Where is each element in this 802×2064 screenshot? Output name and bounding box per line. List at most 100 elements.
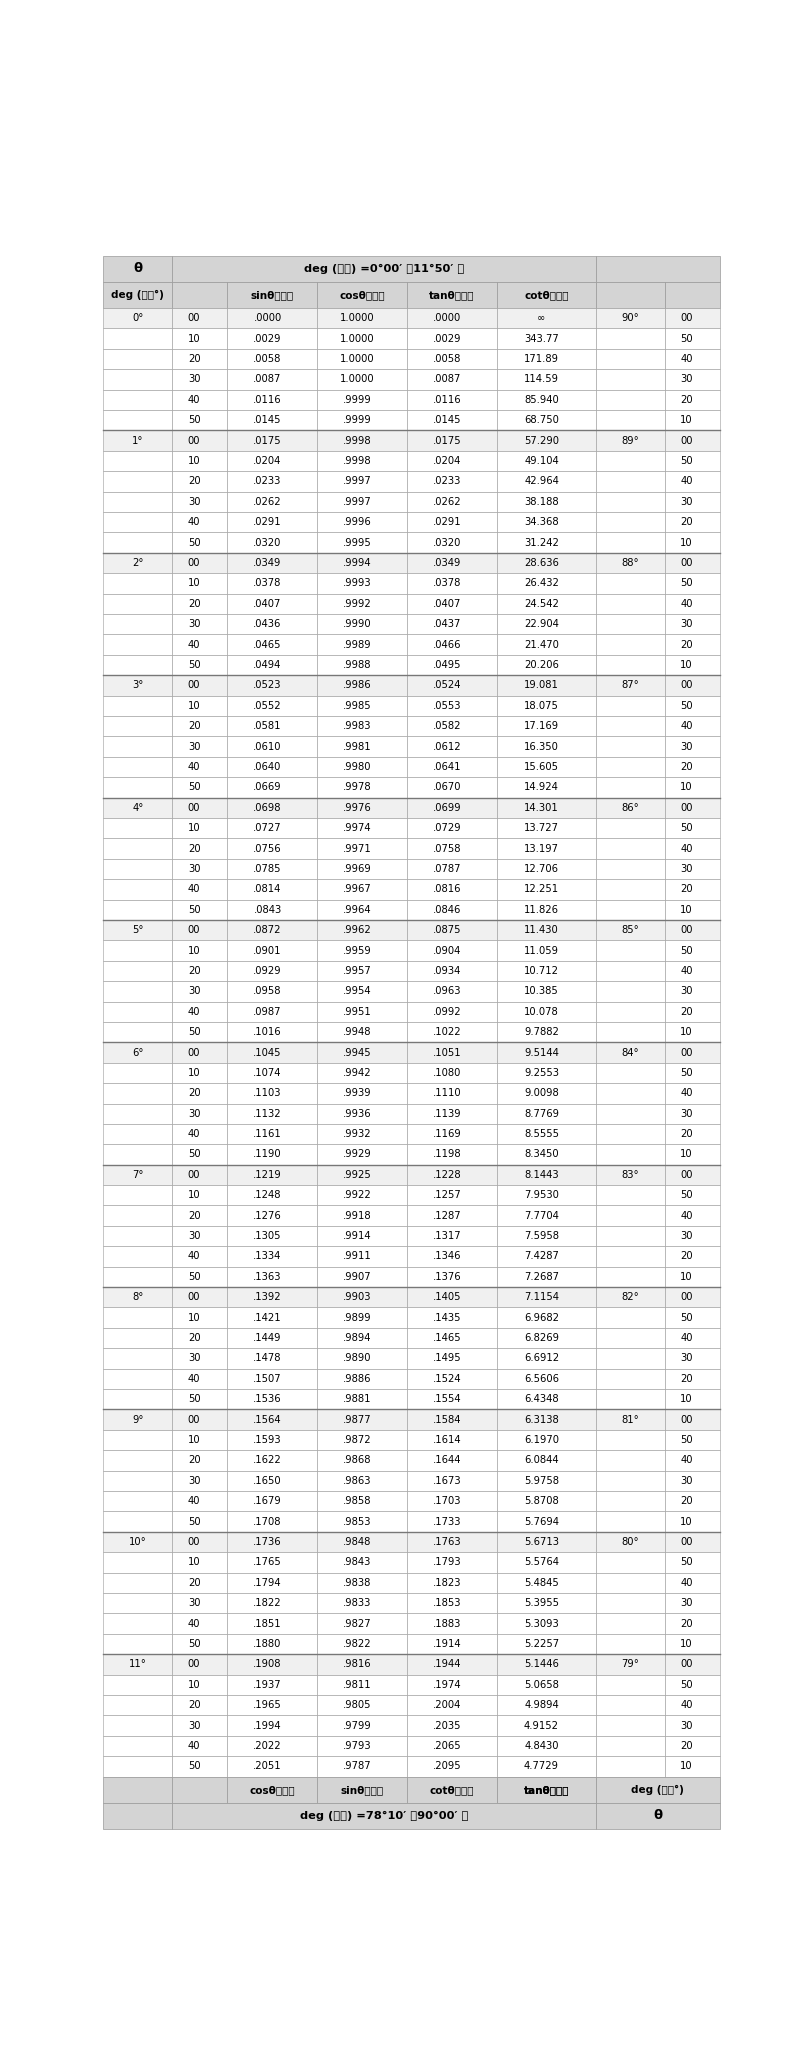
Text: .9997: .9997 [342, 477, 371, 487]
Text: 12.706: 12.706 [524, 865, 558, 873]
Text: .1965: .1965 [253, 1701, 282, 1711]
Bar [172, 817, 227, 838]
Bar [227, 450, 317, 471]
Bar [227, 390, 317, 411]
Bar [227, 941, 317, 960]
Text: 30: 30 [188, 1230, 200, 1240]
Text: .1363: .1363 [253, 1271, 282, 1282]
Text: .9957: .9957 [342, 966, 371, 976]
Text: .1593: .1593 [253, 1434, 282, 1445]
Bar [496, 1715, 595, 1736]
Bar [664, 838, 719, 859]
Bar [496, 369, 595, 390]
Text: .0262: .0262 [253, 497, 282, 508]
Bar [595, 1063, 664, 1084]
Text: .1161: .1161 [253, 1129, 282, 1139]
Text: 6.3138: 6.3138 [524, 1414, 558, 1424]
Bar [407, 411, 496, 431]
Text: .1103: .1103 [253, 1088, 282, 1098]
Text: 7.1154: 7.1154 [524, 1292, 558, 1302]
Bar [227, 491, 317, 512]
Bar [595, 369, 664, 390]
Bar [103, 1164, 172, 1185]
Bar [664, 471, 719, 491]
Text: .1708: .1708 [253, 1517, 282, 1527]
Bar [595, 1736, 664, 1756]
Text: 40: 40 [679, 477, 692, 487]
Bar [227, 1451, 317, 1472]
Bar [496, 696, 595, 716]
Bar [172, 613, 227, 634]
Bar [664, 512, 719, 533]
Bar [227, 1573, 317, 1593]
Bar [103, 1653, 172, 1674]
Text: .0378: .0378 [253, 578, 282, 588]
Bar [407, 1164, 496, 1185]
Text: .0378: .0378 [433, 578, 461, 588]
Text: .0466: .0466 [432, 640, 461, 650]
Text: .0407: .0407 [253, 599, 282, 609]
Text: .1507: .1507 [253, 1375, 282, 1383]
Bar [103, 737, 172, 757]
Text: .1554: .1554 [432, 1395, 461, 1404]
Text: 30: 30 [679, 374, 692, 384]
Text: .0785: .0785 [253, 865, 282, 873]
Text: 50: 50 [679, 578, 692, 588]
Bar [496, 1635, 595, 1653]
Text: .1564: .1564 [253, 1414, 282, 1424]
Text: 20: 20 [679, 762, 692, 772]
Bar [227, 533, 317, 553]
Bar [595, 1451, 664, 1472]
Text: .0729: .0729 [432, 824, 461, 834]
Bar [172, 1205, 227, 1226]
Text: 87°: 87° [621, 681, 638, 689]
Bar [172, 1327, 227, 1348]
Bar [407, 1736, 496, 1756]
Text: 00: 00 [188, 1414, 200, 1424]
Text: .9967: .9967 [342, 883, 371, 894]
Bar [664, 1063, 719, 1084]
Text: .1139: .1139 [432, 1108, 461, 1119]
Bar [172, 1802, 595, 1829]
Bar [172, 1715, 227, 1736]
Bar [227, 1327, 317, 1348]
Text: 50: 50 [679, 1191, 692, 1201]
Text: 30: 30 [679, 619, 692, 630]
Bar [172, 491, 227, 512]
Text: 50: 50 [188, 1271, 200, 1282]
Text: tanθ的真値: tanθ的真値 [523, 1785, 569, 1796]
Text: .0904: .0904 [433, 945, 461, 956]
Text: .1449: .1449 [253, 1333, 282, 1344]
Text: .1703: .1703 [432, 1496, 461, 1507]
Bar [664, 654, 719, 675]
Bar [317, 778, 407, 797]
Bar [664, 1185, 719, 1205]
Bar [227, 1715, 317, 1736]
Text: 10: 10 [188, 334, 200, 345]
Bar [407, 675, 496, 696]
Bar [664, 1695, 719, 1715]
Bar [317, 716, 407, 737]
Bar [595, 1674, 664, 1695]
Bar [496, 512, 595, 533]
Text: 40: 40 [188, 518, 200, 526]
Bar [407, 1042, 496, 1063]
Bar [227, 1042, 317, 1063]
Text: .9989: .9989 [342, 640, 371, 650]
Bar [664, 1267, 719, 1288]
Bar [227, 716, 317, 737]
Bar [496, 941, 595, 960]
Bar [407, 283, 496, 308]
Bar [664, 1472, 719, 1490]
Bar [407, 1472, 496, 1490]
Text: 49.104: 49.104 [524, 456, 558, 466]
Bar [595, 859, 664, 879]
Bar [227, 1267, 317, 1288]
Bar [595, 1022, 664, 1042]
Text: 6.1970: 6.1970 [524, 1434, 558, 1445]
Bar [407, 941, 496, 960]
Text: .9881: .9881 [342, 1395, 371, 1404]
Text: 20: 20 [188, 1088, 200, 1098]
Text: 00: 00 [188, 1292, 200, 1302]
Text: .1110: .1110 [432, 1088, 461, 1098]
